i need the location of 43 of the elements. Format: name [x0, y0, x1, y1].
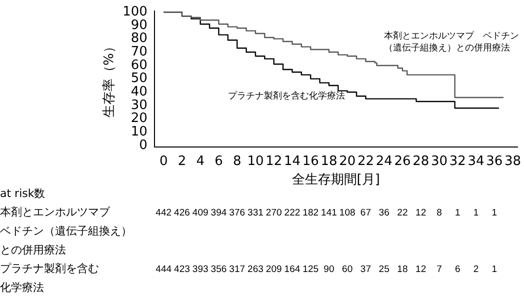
x-tick-label: 0 — [159, 154, 168, 169]
y-tick-label: 40 — [130, 84, 148, 100]
x-tick-label: 8 — [232, 154, 242, 169]
y-tick-label: 80 — [130, 31, 148, 46]
text: 444 423 393 356 317 263 209 164 125 90 60 37 25 18 12 7 6 2 1 — [156, 264, 497, 275]
x-tick-label: 18 — [320, 154, 338, 169]
x-tick-label: 32 — [449, 154, 466, 169]
text: との併用療法 — [0, 243, 66, 256]
x-tick-label: 10 — [247, 154, 264, 169]
text: 化学療法 — [0, 280, 44, 294]
text: 442 426 409 394 376 331 270 222 182 141 108 67 36 22 12 8 1 1 1 — [156, 207, 497, 218]
x-tick-label: 6 — [214, 154, 223, 169]
text: プラチナ製剤を含む — [0, 262, 99, 276]
series-label: プラチナ製剤を含む化学療法 — [228, 90, 345, 102]
x-tick-label: 12 — [266, 154, 282, 169]
series-label: 本剤とエンホルツマブ ベドチン（遺伝子組換え）との併用療法 — [384, 30, 520, 54]
y-tick-label: 100 — [122, 4, 148, 20]
text: at risk数 — [0, 186, 46, 200]
text: ベドチン（遺伝子組換え） — [0, 224, 132, 238]
x-tick-label: 20 — [339, 154, 356, 169]
x-tick-label: 26 — [394, 154, 411, 169]
text: 本剤とエンホルツマブ — [0, 206, 111, 219]
y-tick-label: 90 — [130, 18, 148, 33]
y-tick-label: 60 — [130, 58, 148, 73]
x-tick-label: 30 — [430, 154, 448, 169]
y-tick-label: 0 — [139, 138, 148, 153]
y-axis-title: 生存率（%） — [101, 40, 118, 118]
x-axis-title: 全生存期間[月] — [292, 172, 380, 188]
y-tick-label: 70 — [130, 44, 148, 60]
x-tick-label: 16 — [302, 154, 319, 169]
x-tick-label: 28 — [412, 154, 430, 169]
x-tick-label: 24 — [376, 154, 392, 169]
y-tick-label: 30 — [130, 98, 148, 113]
x-tick-label: 34 — [468, 154, 484, 169]
y-tick-label: 20 — [130, 111, 148, 126]
x-tick-label: 14 — [284, 154, 300, 169]
x-tick-label: 2 — [178, 154, 186, 169]
x-tick-label: 36 — [486, 154, 503, 169]
y-tick-label: 10 — [130, 124, 148, 140]
x-tick-label: 38 — [504, 154, 521, 169]
x-tick-label: 4 — [196, 154, 204, 169]
x-tick-label: 22 — [357, 154, 374, 169]
y-tick-label: 50 — [130, 71, 148, 86]
